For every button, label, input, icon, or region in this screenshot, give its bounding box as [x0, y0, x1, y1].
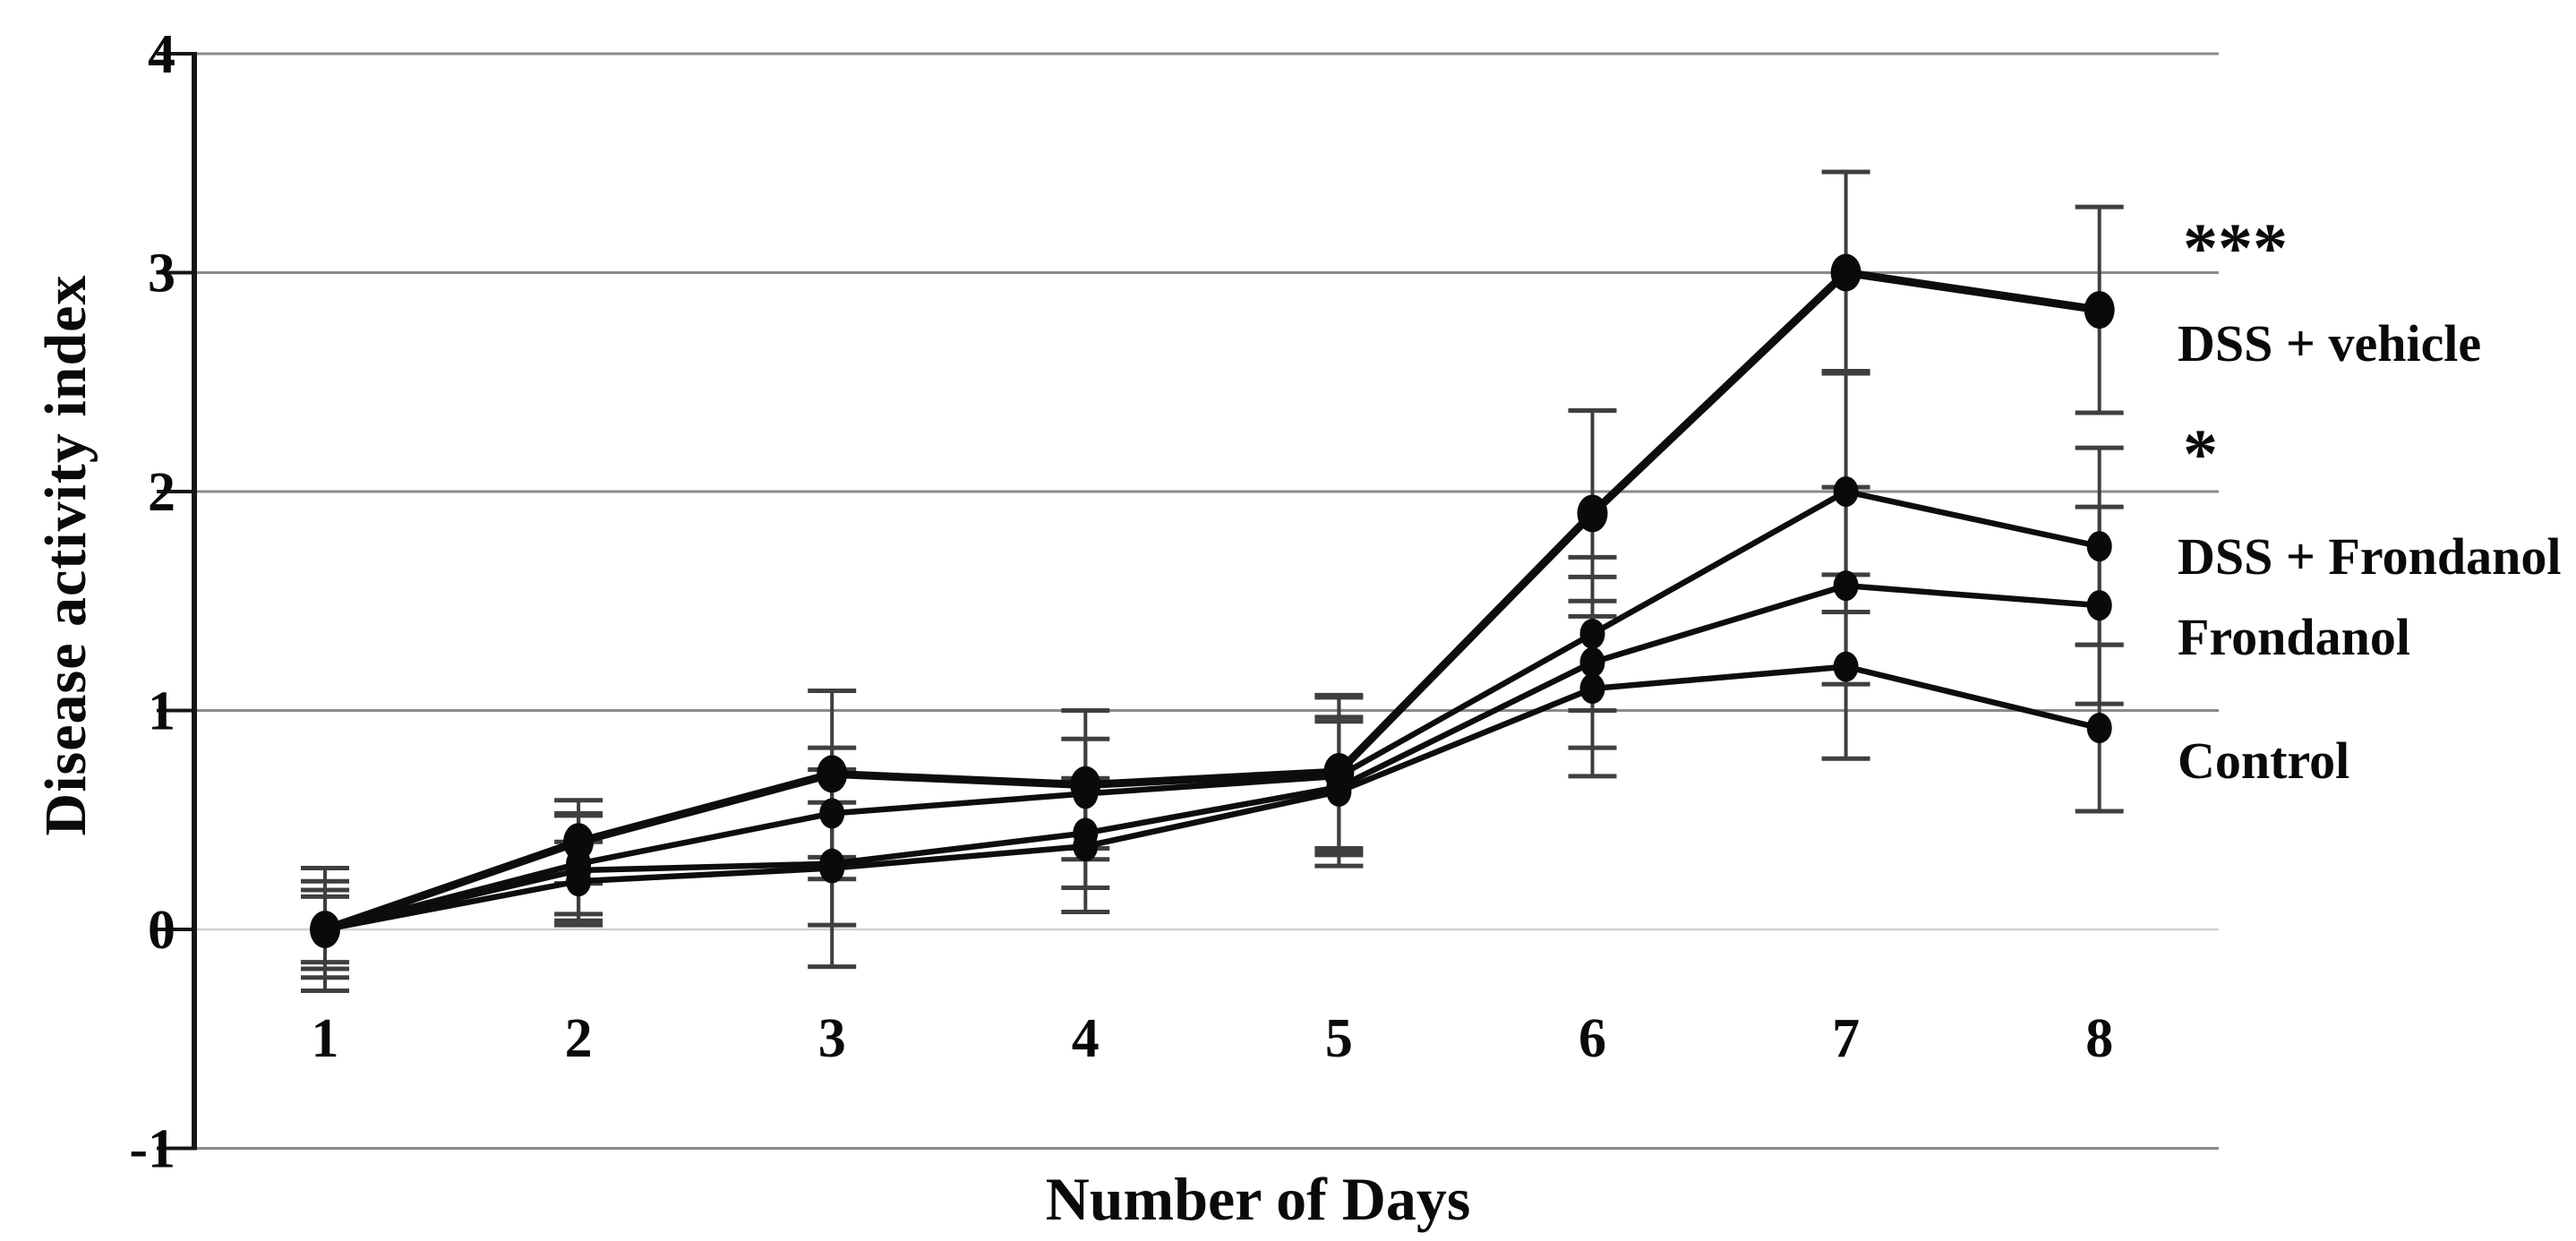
- y-tick-label-1: 1: [148, 681, 175, 742]
- data-point-frondanol-day3: [819, 848, 845, 879]
- y-tick-label-0: 0: [148, 900, 175, 961]
- data-point-frondanol-day7: [1833, 570, 1859, 602]
- x-tick-label-5: 5: [1325, 1008, 1353, 1069]
- y-tick-label-4: 4: [148, 24, 175, 85]
- data-point-dss-vehicle-day6: [1577, 494, 1608, 533]
- y-axis-title: Disease activity index: [33, 274, 98, 836]
- data-point-dss-frondanol-day8: [2086, 531, 2112, 562]
- data-point-frondanol-day8: [2086, 590, 2112, 621]
- x-tick-label-7: 7: [1832, 1008, 1860, 1069]
- data-point-frondanol-day6: [1579, 646, 1605, 678]
- data-point-dss-vehicle-day7: [1830, 253, 1861, 292]
- x-tick-label-8: 8: [2085, 1008, 2113, 1069]
- data-point-frondanol-day4: [1073, 817, 1099, 849]
- data-point-dss-frondanol-day6: [1579, 618, 1605, 649]
- data-point-dss-vehicle-day2: [563, 823, 595, 861]
- data-point-dss-frondanol-day7: [1833, 476, 1859, 507]
- series-line-dss-frondanol: [321, 488, 2102, 933]
- y-tick-label-3: 3: [148, 244, 175, 304]
- legend-label-dss-frondanol: DSS + Frondanol: [2178, 527, 2562, 586]
- series-line-frondanol: [321, 582, 2102, 933]
- data-point-dss-vehicle-day4: [1070, 766, 1101, 804]
- data-point-dss-vehicle-day1: [310, 911, 340, 948]
- series-line-control: [321, 663, 2102, 933]
- data-point-control-day7: [1833, 651, 1859, 682]
- legend-label-frondanol: Frondanol: [2178, 608, 2411, 666]
- y-tick-label--1: -1: [129, 1119, 175, 1180]
- data-point-dss-vehicle-day5: [1323, 752, 1355, 791]
- x-tick-label-6: 6: [1579, 1008, 1606, 1069]
- y-tick-label-2: 2: [148, 462, 175, 523]
- series-line-dss-vehicle: [321, 269, 2104, 934]
- data-point-control-day6: [1579, 673, 1605, 705]
- x-tick-label-1: 1: [312, 1008, 339, 1069]
- x-tick-label-2: 2: [565, 1008, 593, 1069]
- data-point-dss-frondanol-day3: [819, 798, 845, 829]
- x-tick-label-4: 4: [1072, 1008, 1100, 1069]
- significance-marker-dss-frondanol: *: [2183, 415, 2218, 492]
- data-point-control-day8: [2086, 713, 2112, 744]
- legend-label-control: Control: [2178, 732, 2350, 790]
- x-tick-label-3: 3: [818, 1008, 846, 1069]
- x-axis-title: Number of Days: [1045, 1165, 1471, 1233]
- legend-label-dss-vehicle: DSS + vehicle: [2178, 314, 2482, 372]
- data-point-dss-vehicle-day8: [2084, 291, 2115, 330]
- data-point-dss-vehicle-day3: [817, 755, 848, 793]
- significance-marker-dss-vehicle: ***: [2183, 209, 2288, 287]
